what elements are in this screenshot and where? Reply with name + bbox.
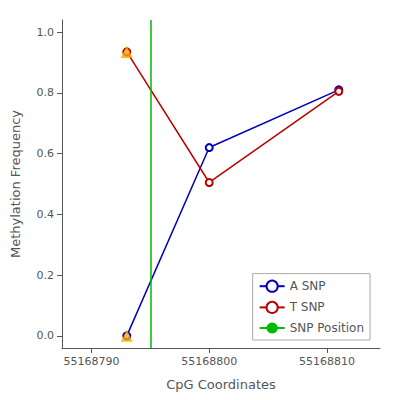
svg-text:0.0: 0.0 <box>37 329 55 342</box>
svg-text:0.8: 0.8 <box>37 86 55 99</box>
svg-text:55168790: 55168790 <box>63 355 119 368</box>
svg-text:0.4: 0.4 <box>37 208 55 221</box>
svg-text:1.0: 1.0 <box>37 26 55 39</box>
svg-text:Methylation Frequency: Methylation Frequency <box>8 110 23 258</box>
svg-text:55168810: 55168810 <box>299 355 355 368</box>
svg-text:0.6: 0.6 <box>37 147 55 160</box>
svg-text:A SNP: A SNP <box>290 279 326 293</box>
svg-text:SNP Position: SNP Position <box>290 321 364 335</box>
svg-text:0.2: 0.2 <box>37 269 55 282</box>
svg-text:CpG Coordinates: CpG Coordinates <box>166 377 276 392</box>
svg-text:55168800: 55168800 <box>181 355 237 368</box>
svg-text:T SNP: T SNP <box>289 300 325 314</box>
